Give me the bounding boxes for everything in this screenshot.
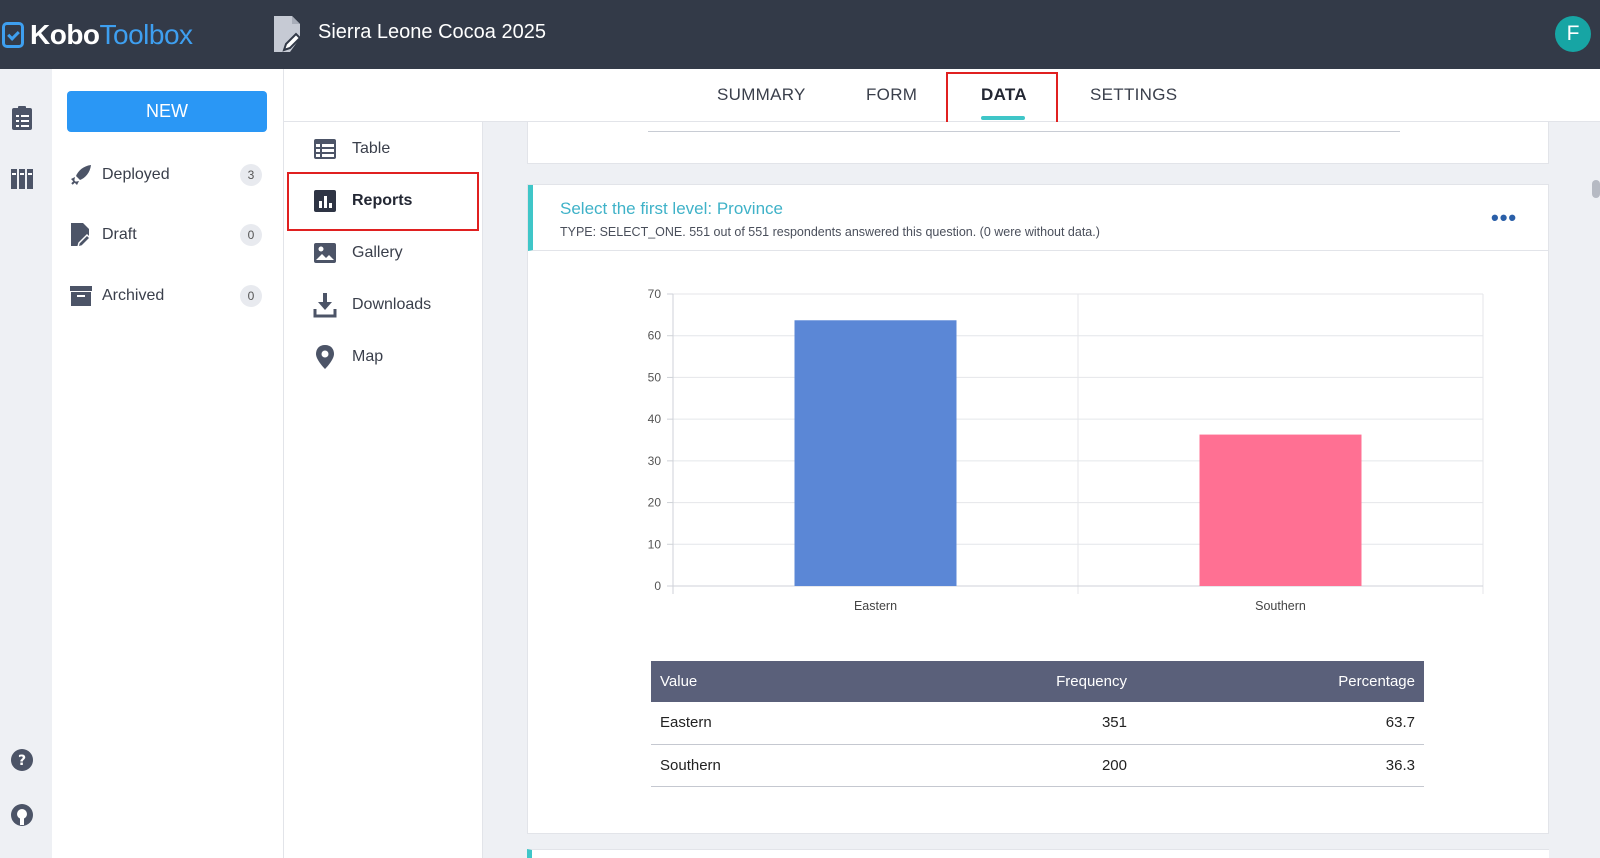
table-icon [312,136,338,162]
question-meta: TYPE: SELECT_ONE. 551 out of 551 respond… [560,225,1100,239]
user-avatar[interactable]: F [1555,16,1591,52]
project-tabs: SUMMARY FORM DATA SETTINGS [284,69,1600,122]
y-tick-label: 10 [648,537,662,551]
report-card-header: Select the first level: Province TYPE: S… [528,185,1548,251]
column-header-frequency: Frequency [951,661,1136,702]
github-icon[interactable] [10,802,34,828]
report-card: Select the first level: Province TYPE: S… [527,184,1549,834]
previous-report-card [527,122,1549,164]
column-header-percentage: Percentage [1136,661,1424,702]
download-icon [312,292,338,318]
question-title: Select the first level: Province [560,199,783,218]
archive-icon [68,283,94,309]
subnav-item-label: Gallery [352,244,403,261]
count-badge: 0 [240,285,262,307]
rocket-icon [68,162,94,188]
x-tick-label: Eastern [854,599,897,613]
map-pin-icon [312,344,338,370]
subnav-item-table[interactable]: Table [312,134,390,164]
sidebar-item-archived[interactable]: Archived 0 [68,281,262,311]
highlight-box-reports [287,172,479,231]
cell-value: Eastern [651,702,951,745]
top-bar: Kobo Toolbox Sierra Leone Cocoa 2025 F [0,0,1600,69]
subnav-item-map[interactable]: Map [312,342,383,372]
sidebar-item-label: Draft [102,226,137,243]
bar-southern [1199,434,1362,586]
subnav-item-label: Map [352,348,384,365]
cell-percentage: 63.7 [1136,702,1424,745]
y-tick-label: 40 [648,412,662,426]
data-subnav: Table Reports Gallery Downloads Map [284,122,483,858]
kobotoolbox-logo[interactable]: Kobo Toolbox [0,16,193,54]
table-row: Southern 200 36.3 [651,744,1424,787]
sidebar-item-label: Deployed [102,166,170,183]
cell-frequency: 200 [951,744,1136,787]
icon-rail: ? [0,69,52,858]
subnav-item-gallery[interactable]: Gallery [312,238,403,268]
count-badge: 3 [240,164,262,186]
y-tick-label: 70 [648,287,662,301]
cell-frequency: 351 [951,702,1136,745]
deployed-form-icon [274,16,302,52]
subnav-item-label: Table [352,140,391,157]
sidebar-item-label: Archived [102,287,165,304]
subnav-item-label: Reports [352,192,413,209]
subnav-item-reports[interactable]: Reports [312,186,412,216]
table-header-row: Value Frequency Percentage [651,661,1424,702]
table-row: Eastern 351 63.7 [651,702,1424,745]
cell-value: Southern [651,744,951,787]
projects-icon[interactable] [10,105,34,131]
project-title: Sierra Leone Cocoa 2025 [318,21,546,43]
tab-form[interactable]: FORM [866,85,918,104]
draft-icon [68,222,94,248]
bar-eastern [794,320,957,586]
gallery-icon [312,240,338,266]
next-report-card [527,849,1549,858]
reports-icon [312,188,338,214]
logo-check-icon [2,22,24,48]
frequency-table: Value Frequency Percentage Eastern 351 6… [651,661,1424,787]
y-tick-label: 60 [648,329,662,343]
sidebar: NEW Deployed 3 Draft 0 Archived 0 [52,69,284,858]
tab-summary[interactable]: SUMMARY [717,85,806,104]
new-button[interactable]: NEW [67,91,267,132]
count-badge: 0 [240,224,262,246]
x-tick-label: Southern [1255,599,1306,613]
divider [648,131,1400,132]
y-tick-label: 20 [648,496,662,510]
subnav-item-label: Downloads [352,296,432,313]
active-tab-indicator [981,116,1025,120]
logo-kobo-text: Kobo [30,19,100,50]
report-content: Select the first level: Province TYPE: S… [484,122,1600,858]
y-tick-label: 50 [648,370,662,384]
logo-toolbox-text: Toolbox [99,19,194,50]
tab-settings[interactable]: SETTINGS [1090,85,1178,104]
svg-text:?: ? [18,753,26,769]
cell-percentage: 36.3 [1136,744,1424,787]
column-header-value: Value [651,661,951,702]
subnav-item-downloads[interactable]: Downloads [312,290,431,320]
sidebar-item-draft[interactable]: Draft 0 [68,220,262,250]
scrollbar-thumb[interactable] [1592,180,1600,198]
tab-data[interactable]: DATA [981,85,1027,104]
library-icon[interactable] [10,165,34,191]
sidebar-item-deployed[interactable]: Deployed 3 [68,160,262,190]
y-tick-label: 30 [648,454,662,468]
bar-chart: 0 10 20 30 40 50 60 70 Eastern Southern [648,287,1484,613]
more-options-icon[interactable]: ••• [1491,205,1518,230]
help-icon[interactable]: ? [10,747,34,773]
y-tick-label: 0 [654,579,661,593]
